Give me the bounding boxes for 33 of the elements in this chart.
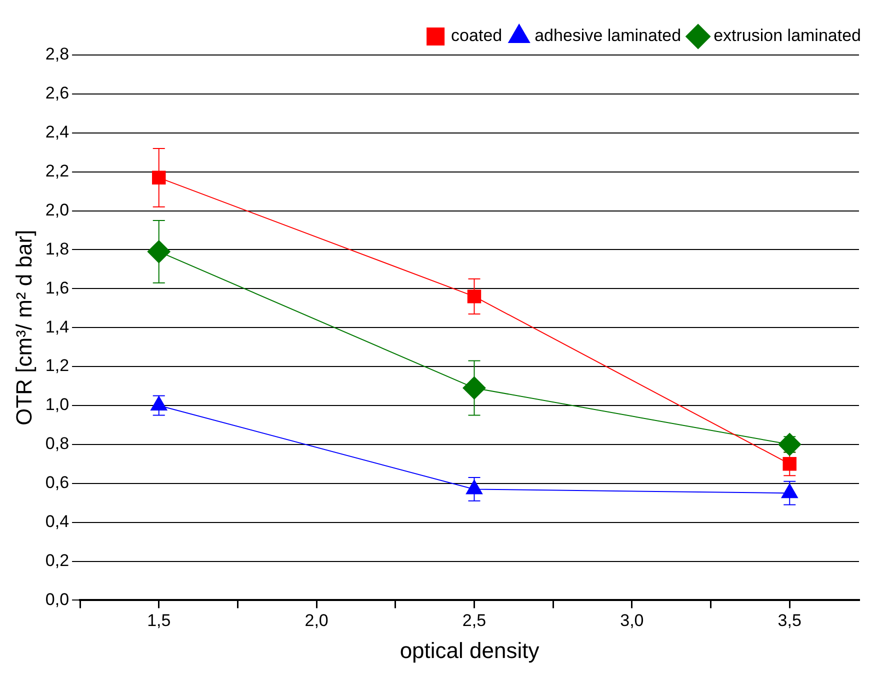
x-tick-label: 2,0 xyxy=(304,611,328,630)
point xyxy=(778,432,802,456)
y-tick-label: 0,2 xyxy=(45,550,70,570)
y-tick-label: 2,4 xyxy=(45,122,70,142)
legend-label: adhesive laminated xyxy=(534,26,682,46)
legend-label: extrusion laminated xyxy=(714,26,862,46)
y-tick-label: 1,0 xyxy=(45,395,70,414)
y-tick-label: 0,6 xyxy=(45,473,70,492)
y-tick-label: 2,0 xyxy=(45,200,70,220)
y-tick-label: 1,2 xyxy=(45,356,70,376)
y-tick-label: 0,8 xyxy=(45,434,70,454)
point xyxy=(466,480,483,494)
y-axis-title: OTR [cm³/ m² d bar] xyxy=(11,230,36,426)
point xyxy=(782,457,796,471)
x-axis-title: optical density xyxy=(400,638,540,663)
point xyxy=(152,170,166,185)
y-tick-label: 0,4 xyxy=(45,512,70,531)
x-tick-label: 2,5 xyxy=(462,611,486,630)
y-tick-label: 1,8 xyxy=(45,239,70,258)
y-tick-label: 2,8 xyxy=(45,44,70,64)
point xyxy=(147,240,170,264)
x-tick-label: 1,5 xyxy=(147,611,171,630)
x-tick-label: 3,0 xyxy=(620,611,644,630)
point xyxy=(781,484,798,498)
y-tick-label: 1,6 xyxy=(45,278,70,298)
point xyxy=(462,376,486,400)
x-tick-label: 3,5 xyxy=(778,611,802,630)
point xyxy=(467,290,482,304)
y-tick-label: 2,2 xyxy=(45,162,70,181)
y-tick-label: 0,0 xyxy=(45,590,70,609)
y-tick-label: 2,6 xyxy=(45,84,70,103)
y-tick-label: 1,4 xyxy=(45,317,70,336)
legend-label: coated xyxy=(451,26,502,46)
